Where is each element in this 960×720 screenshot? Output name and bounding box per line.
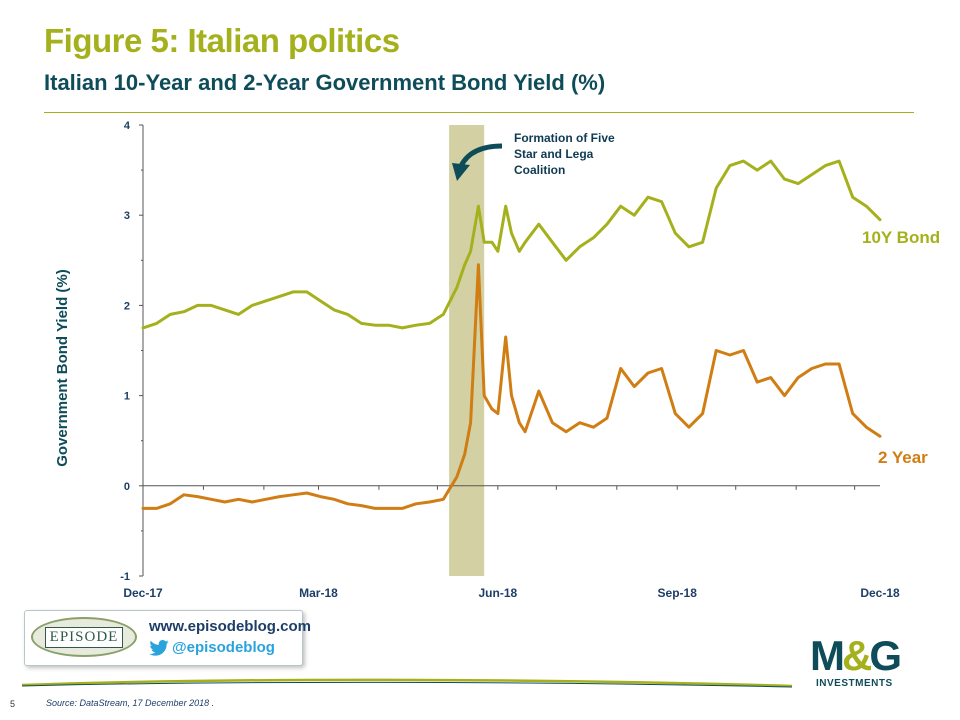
x-tick-label: Mar-18	[299, 586, 338, 600]
episode-logo-text: EPISODE	[44, 626, 124, 648]
twitter-bird-icon	[149, 639, 169, 656]
annotation-arrow-head	[452, 163, 470, 181]
mg-mark: M&G	[810, 632, 902, 679]
series-label-10y: 10Y Bond	[862, 228, 940, 247]
annotation-text-line: Star and Lega	[514, 147, 594, 161]
page-title: Figure 5: Italian politics	[44, 22, 400, 59]
y-tick-label: 0	[124, 481, 130, 493]
bond-yield-chart: 4 3 2 1 0 -1 Dec-17 Mar-18 Jun-18 Sep-18 Dec-18 Gov…	[54, 120, 940, 600]
y-tick-label: 4	[124, 120, 131, 132]
y-axis-title: Government Bond Yield (%)	[54, 269, 71, 467]
page-number: 5	[10, 699, 16, 709]
source-note: Source: DataStream, 17 December 2018 .	[46, 698, 215, 708]
annotation-text-line: Coalition	[514, 163, 565, 177]
x-tick-label: Jun-18	[479, 586, 518, 600]
series-line-10y	[141, 159, 882, 330]
episode-logo[interactable]: EPISODE	[31, 617, 137, 657]
y-tick-label: -1	[120, 571, 130, 583]
blog-promo-box[interactable]: EPISODE www.episodeblog.com @episodeblog	[24, 610, 311, 666]
page-subtitle: Italian 10-Year and 2-Year Government Bo…	[44, 70, 606, 95]
y-tick-label: 3	[124, 210, 130, 222]
annotation-text-line: Formation of Five	[514, 131, 615, 145]
twitter-handle: @episodeblog	[172, 639, 275, 656]
y-tick-label: 1	[124, 391, 130, 403]
twitter-link[interactable]: @episodeblog	[149, 639, 275, 656]
event-band	[449, 125, 485, 576]
y-tick-label: 2	[124, 300, 130, 312]
blog-url-link[interactable]: www.episodeblog.com	[149, 618, 311, 635]
title-divider	[44, 112, 914, 113]
annotation-arrow-shaft	[458, 143, 503, 168]
mg-company-name: INVESTMENTS	[816, 678, 893, 689]
x-tick-label: Dec-18	[860, 586, 900, 600]
x-tick-label: Dec-17	[123, 586, 163, 600]
series-label-2y: 2 Year	[878, 448, 928, 467]
x-tick-label: Sep-18	[658, 586, 698, 600]
mg-investments-logo: M&G INVESTMENTS	[810, 632, 928, 690]
footer-swoosh	[22, 678, 792, 688]
series-line-2y	[141, 263, 882, 510]
